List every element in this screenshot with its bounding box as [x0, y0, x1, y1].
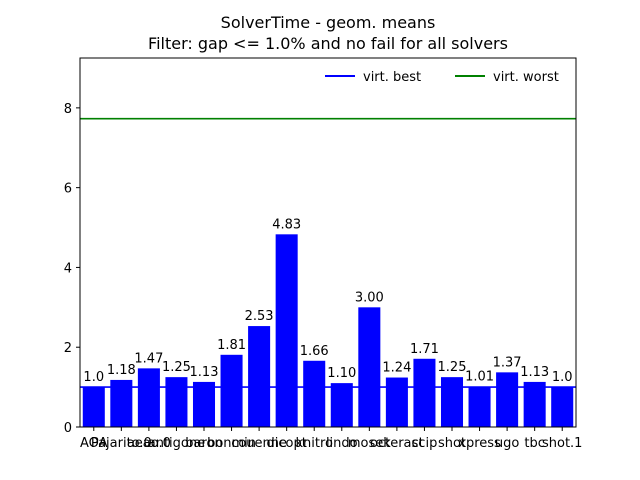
y-tick-label-2: 4 [64, 261, 72, 276]
bar-7 [275, 234, 298, 427]
x-tick-label-9: lindo [326, 436, 358, 451]
plot-area: 1.0 1.181.471.251.131.812.534.831.661.103… [64, 57, 582, 451]
x-tick-label-16: tbc [524, 436, 545, 451]
x-tick-label-13: shot [438, 436, 466, 451]
bar-13 [440, 377, 464, 427]
data-label-8: 1.66 [300, 344, 329, 359]
x-tick-label-17: shot.1 [542, 436, 582, 451]
x-tick-label-5: bonmin [207, 436, 256, 451]
data-label-10: 3.00 [355, 290, 384, 305]
x-tick-label-6: couenne [231, 436, 287, 451]
data-label-7: 4.83 [272, 217, 301, 232]
data-label-15: 1.37 [493, 355, 522, 370]
bar-16 [523, 381, 546, 427]
x-tick-label-12: scip [412, 436, 438, 451]
bar-2 [137, 368, 160, 427]
data-label-1: 1.18 [107, 363, 136, 378]
data-label-0: 1.0 [83, 370, 104, 385]
x-tick-label-14: xpress [458, 436, 501, 451]
bar-14 [468, 386, 491, 427]
bar-11 [385, 377, 408, 427]
x-tick-label-7: dicopt [267, 436, 307, 451]
bar-12 [413, 358, 436, 427]
x-tick-label-10: mosek [348, 436, 391, 451]
bar-9 [330, 383, 353, 427]
data-label-11: 1.24 [382, 361, 411, 376]
axes-frame [79, 57, 577, 428]
data-label-12: 1.71 [410, 342, 439, 357]
bar-5 [220, 354, 243, 427]
data-label-3: 1.25 [162, 360, 191, 375]
bar-15 [496, 372, 519, 427]
data-label-4: 1.13 [190, 365, 219, 380]
bar-4 [192, 381, 216, 427]
x-tick-label-15: ugo [495, 436, 519, 451]
x-tick-label-4: baron [185, 436, 222, 451]
legend-label-1: virt. worst [493, 70, 559, 85]
y-tick-label-0: 0 [64, 421, 72, 436]
legend-label-0: virt. best [363, 70, 421, 85]
bar-3 [165, 377, 188, 427]
y-tick-label-1: 2 [64, 341, 72, 356]
data-label-6: 2.53 [245, 309, 274, 324]
data-label-16: 1.13 [520, 365, 549, 380]
data-label-5: 1.81 [217, 338, 246, 353]
chart-subtitle: Filter: gap <= 1.0% and no fail for all … [148, 34, 508, 53]
data-label-17: 1.0 [552, 370, 573, 385]
chart-title: SolverTime - geom. means [221, 13, 436, 32]
x-tick-label-11: octeract [370, 436, 424, 451]
x-tick-label-2: aeao.0 [127, 436, 171, 451]
y-tick-label-4: 8 [64, 102, 72, 117]
data-label-13: 1.25 [438, 360, 467, 375]
y-tick-label-3: 6 [64, 182, 72, 197]
data-label-2: 1.47 [134, 351, 163, 366]
bar-10 [358, 307, 381, 427]
x-tick-label-3: antigone [148, 436, 205, 451]
x-tick-label-8: knitro [295, 436, 333, 451]
bar-8 [303, 360, 326, 427]
data-label-9: 1.10 [327, 366, 356, 381]
bar-17 [551, 387, 574, 427]
bar-6 [248, 326, 271, 427]
x-tick-label-0: AOA [80, 436, 108, 451]
data-label-14: 1.01 [465, 370, 494, 385]
x-tick-label-1: Pajarito.0 [91, 436, 152, 451]
bar-1 [110, 379, 133, 427]
bar-0 [82, 387, 105, 427]
